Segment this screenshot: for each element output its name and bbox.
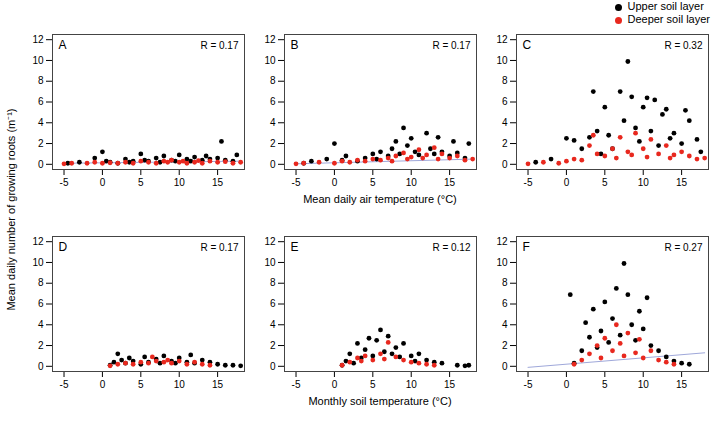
html-text:Monthly soil temperature (°C): Monthly soil temperature (°C) [308, 395, 452, 407]
svg-text:B: B [291, 38, 299, 52]
svg-text:10: 10 [496, 55, 508, 66]
html-text:Mean daily air temperature (°C: Mean daily air temperature (°C) [303, 193, 457, 205]
svg-text:R = 0.17: R = 0.17 [200, 40, 239, 51]
svg-text:5: 5 [602, 379, 608, 390]
svg-text:0: 0 [270, 159, 276, 170]
svg-text:R = 0.17: R = 0.17 [200, 242, 239, 253]
svg-text:10: 10 [496, 257, 508, 268]
svg-text:4: 4 [270, 117, 276, 128]
svg-text:10: 10 [32, 55, 44, 66]
svg-text:5: 5 [138, 379, 144, 390]
svg-text:15: 15 [444, 177, 456, 188]
svg-text:0: 0 [502, 361, 508, 372]
svg-text:12: 12 [496, 236, 508, 247]
svg-text:0: 0 [38, 361, 44, 372]
svg-text:12: 12 [496, 34, 508, 45]
svg-text:10: 10 [638, 177, 650, 188]
html-text:Upper soil layer: Upper soil layer [627, 0, 704, 12]
svg-text:10: 10 [32, 257, 44, 268]
svg-text:12: 12 [32, 236, 44, 247]
svg-text:10: 10 [264, 55, 276, 66]
svg-text:8: 8 [502, 75, 508, 86]
svg-text:12: 12 [264, 34, 276, 45]
svg-text:4: 4 [502, 117, 508, 128]
svg-text:R = 0.32: R = 0.32 [664, 40, 703, 51]
svg-text:12: 12 [264, 236, 276, 247]
svg-text:0: 0 [270, 361, 276, 372]
svg-text:-5: -5 [524, 379, 533, 390]
svg-text:5: 5 [370, 379, 376, 390]
html-text:Mean daily number of growing r: Mean daily number of growing roots (m⁻¹) [4, 108, 17, 311]
svg-text:2: 2 [270, 340, 276, 351]
svg-text:F: F [523, 240, 530, 254]
html-text:Deeper soil layer: Deeper soil layer [627, 13, 710, 25]
svg-text:R = 0.17: R = 0.17 [432, 40, 471, 51]
svg-text:8: 8 [502, 277, 508, 288]
svg-text:10: 10 [638, 379, 650, 390]
svg-text:15: 15 [444, 379, 456, 390]
svg-text:4: 4 [38, 319, 44, 330]
svg-text:5: 5 [370, 177, 376, 188]
svg-text:5: 5 [602, 177, 608, 188]
svg-text:-5: -5 [524, 177, 533, 188]
svg-text:0: 0 [564, 379, 570, 390]
svg-text:6: 6 [502, 298, 508, 309]
svg-text:6: 6 [38, 298, 44, 309]
svg-text:E: E [291, 240, 299, 254]
svg-text:2: 2 [38, 138, 44, 149]
svg-text:10: 10 [174, 379, 186, 390]
svg-text:2: 2 [502, 340, 508, 351]
svg-text:-5: -5 [60, 177, 69, 188]
svg-text:6: 6 [270, 298, 276, 309]
svg-text:-5: -5 [292, 177, 301, 188]
svg-text:10: 10 [264, 257, 276, 268]
svg-text:R = 0.12: R = 0.12 [432, 242, 471, 253]
svg-text:15: 15 [212, 379, 224, 390]
svg-text:15: 15 [676, 177, 688, 188]
svg-text:6: 6 [270, 96, 276, 107]
svg-text:0: 0 [332, 379, 338, 390]
svg-text:0: 0 [100, 379, 106, 390]
svg-text:0: 0 [564, 177, 570, 188]
svg-text:10: 10 [406, 379, 418, 390]
svg-text:R = 0.27: R = 0.27 [664, 242, 703, 253]
svg-text:0: 0 [332, 177, 338, 188]
svg-text:12: 12 [32, 34, 44, 45]
svg-text:4: 4 [270, 319, 276, 330]
svg-text:2: 2 [38, 340, 44, 351]
svg-text:2: 2 [502, 138, 508, 149]
svg-text:6: 6 [38, 96, 44, 107]
svg-text:10: 10 [174, 177, 186, 188]
svg-text:8: 8 [38, 75, 44, 86]
svg-text:2: 2 [270, 138, 276, 149]
svg-text:-5: -5 [292, 379, 301, 390]
svg-text:D: D [59, 240, 68, 254]
svg-text:4: 4 [502, 319, 508, 330]
svg-text:8: 8 [38, 277, 44, 288]
svg-text:5: 5 [138, 177, 144, 188]
svg-text:8: 8 [270, 75, 276, 86]
svg-text:6: 6 [502, 96, 508, 107]
svg-text:-5: -5 [60, 379, 69, 390]
svg-text:8: 8 [270, 277, 276, 288]
svg-text:A: A [59, 38, 67, 52]
svg-text:15: 15 [676, 379, 688, 390]
svg-text:15: 15 [212, 177, 224, 188]
svg-text:0: 0 [502, 159, 508, 170]
svg-text:4: 4 [38, 117, 44, 128]
svg-text:0: 0 [38, 159, 44, 170]
svg-text:10: 10 [406, 177, 418, 188]
svg-text:0: 0 [100, 177, 106, 188]
svg-text:C: C [523, 38, 532, 52]
